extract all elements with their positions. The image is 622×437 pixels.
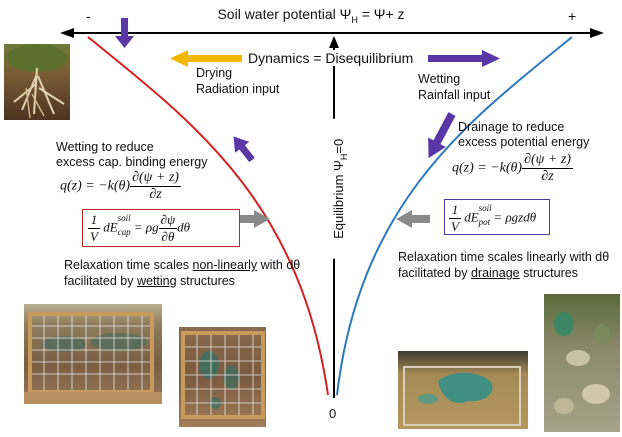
potential-axis-arrow-right	[590, 28, 604, 38]
minus-sign: -	[86, 8, 91, 24]
drying-label: Drying	[196, 66, 233, 80]
wetting-reduce-line1: Wetting to reduce	[56, 140, 154, 154]
potential-axis-arrow-left	[60, 28, 74, 38]
yellow-arrow-left	[170, 50, 242, 67]
purple-arrow-red-curve	[233, 136, 255, 163]
stone-photo	[544, 294, 620, 432]
left-flux-equation: q(z) = −k(θ) ∂(ψ + z) ∂z	[60, 170, 181, 202]
drainage-line1: Drainage to reduce	[458, 120, 565, 134]
wetting-reduce-line2: excess cap. binding energy	[56, 155, 208, 169]
soil-grid-photo-1	[24, 304, 162, 404]
equilibrium-axis-arrow	[329, 36, 339, 48]
purple-arrow-right	[428, 50, 500, 67]
wetting-label: Wetting	[418, 72, 461, 86]
drainage-line2: excess potential energy	[458, 135, 590, 149]
purple-arrow-down	[115, 18, 134, 48]
root-photo	[4, 44, 70, 120]
soil-grid-photo-2	[179, 327, 266, 427]
left-relaxation-line2: facilitated by wetting structures	[64, 274, 235, 288]
gray-arrow-left	[396, 210, 430, 228]
blue-dye-photo	[398, 351, 528, 429]
right-relaxation-line1: Relaxation time scales linearly with dθ	[398, 250, 610, 264]
dynamics-label: Dynamics = Disequilibrium	[246, 50, 416, 66]
right-flux-equation: q(z) = −k(θ) ∂(ψ + z) ∂z	[452, 152, 573, 184]
zero-label: 0	[329, 406, 337, 421]
right-relaxation-line2: facilitated by drainage structures	[398, 266, 578, 280]
red-curve	[87, 36, 329, 396]
gray-arrow-right	[238, 210, 270, 228]
potential-axis-title: Soil water potential ΨH = Ψ+ z	[217, 6, 405, 25]
plus-sign: +	[568, 8, 577, 24]
purple-arrow-drainage	[428, 112, 456, 159]
left-relaxation-line1: Relaxation time scales non-linearly with…	[64, 258, 301, 272]
radiation-label: Radiation input	[196, 82, 280, 96]
blue-curve	[336, 36, 573, 396]
rainfall-label: Rainfall input	[418, 88, 491, 102]
equilibrium-label: Equilibrium ΨH=0	[331, 118, 349, 259]
